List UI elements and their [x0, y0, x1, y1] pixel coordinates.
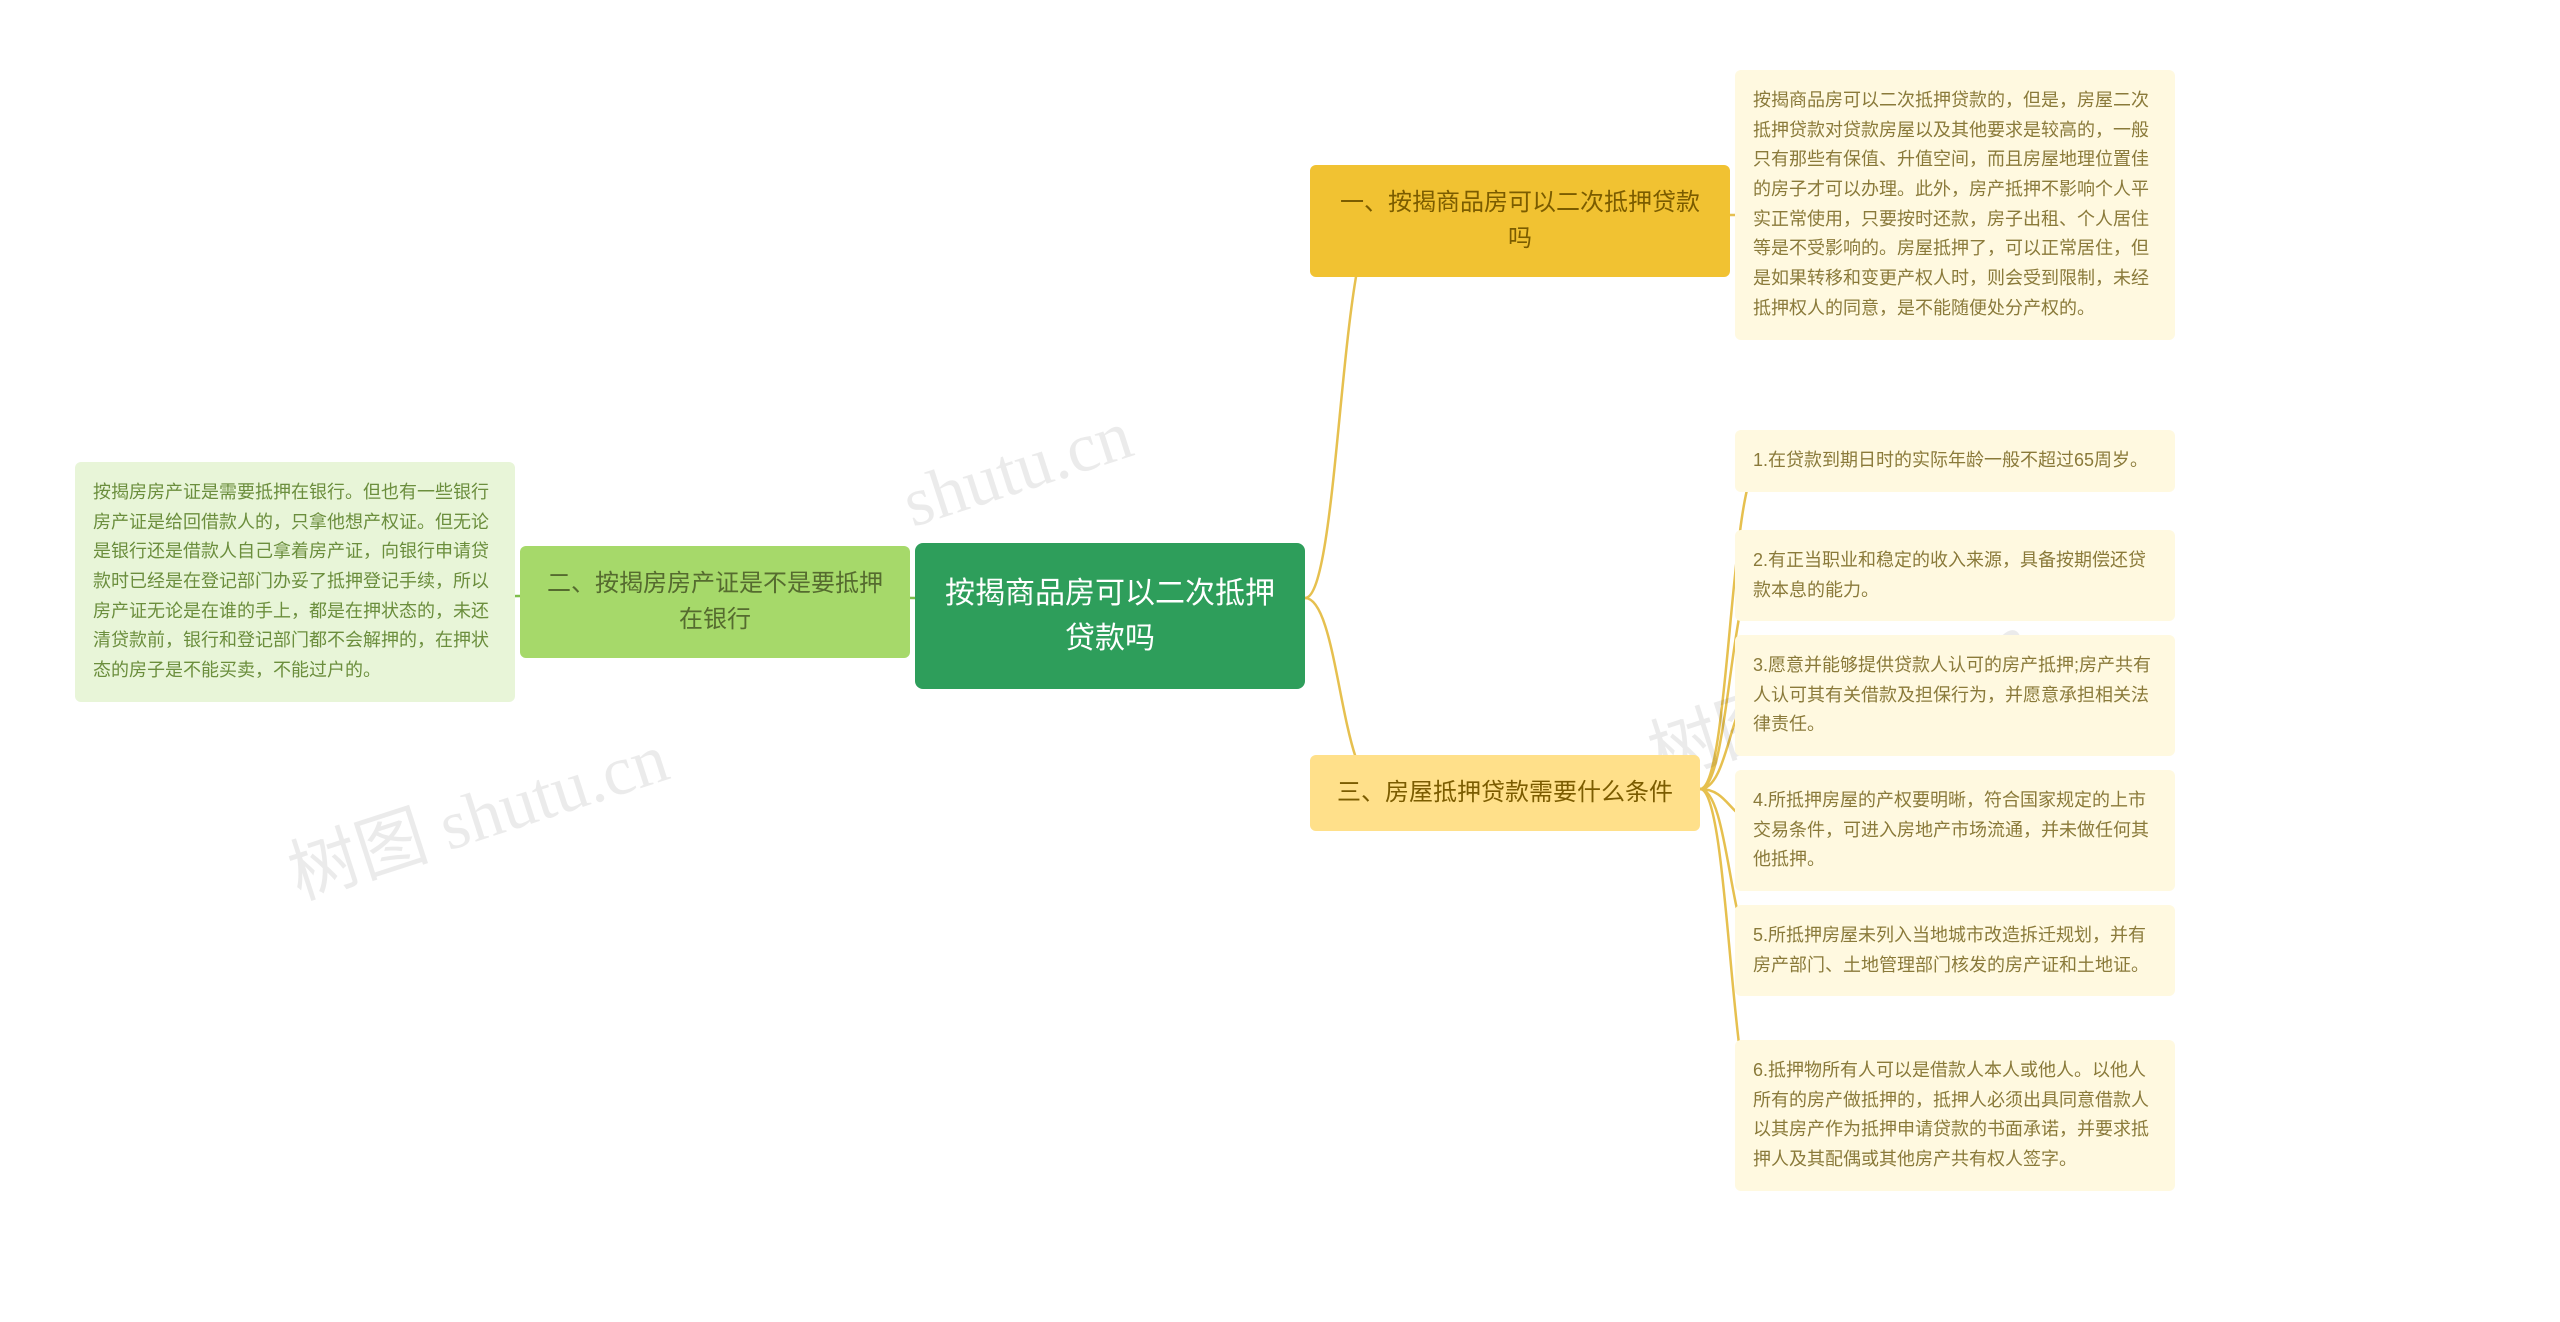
- branch-node-left[interactable]: 二、按揭房房产证是不是要抵押在银行: [520, 546, 910, 658]
- root-node[interactable]: 按揭商品房可以二次抵押贷款吗: [915, 543, 1305, 689]
- leaf-node-left[interactable]: 按揭房房产证是需要抵押在银行。但也有一些银行房产证是给回借款人的，只拿他想产权证…: [75, 462, 515, 702]
- branch-node-r1[interactable]: 一、按揭商品房可以二次抵押贷款吗: [1310, 165, 1730, 277]
- watermark: 树图 shutu.cn: [274, 702, 679, 919]
- leaf-node-r2-3[interactable]: 3.愿意并能够提供贷款人认可的房产抵押;房产共有人认可其有关借款及担保行为，并愿…: [1735, 635, 2175, 756]
- leaf-node-r2-4[interactable]: 4.所抵押房屋的产权要明晰，符合国家规定的上市交易条件，可进入房地产市场流通，并…: [1735, 770, 2175, 891]
- leaf-node-r2-2[interactable]: 2.有正当职业和稳定的收入来源，具备按期偿还贷款本息的能力。: [1735, 530, 2175, 621]
- mindmap-canvas: 树图 shutu.cn shutu.cn 树图 shutu.cn 按揭商品房可以…: [0, 0, 2560, 1322]
- leaf-node-r1[interactable]: 按揭商品房可以二次抵押贷款的，但是，房屋二次抵押贷款对贷款房屋以及其他要求是较高…: [1735, 70, 2175, 340]
- branch-node-r2[interactable]: 三、房屋抵押贷款需要什么条件: [1310, 755, 1700, 831]
- leaf-node-r2-6[interactable]: 6.抵押物所有人可以是借款人本人或他人。以他人所有的房产做抵押的，抵押人必须出具…: [1735, 1040, 2175, 1191]
- watermark: shutu.cn: [893, 396, 1141, 545]
- leaf-node-r2-1[interactable]: 1.在贷款到期日时的实际年龄一般不超过65周岁。: [1735, 430, 2175, 492]
- leaf-node-r2-5[interactable]: 5.所抵押房屋未列入当地城市改造拆迁规划，并有房产部门、土地管理部门核发的房产证…: [1735, 905, 2175, 996]
